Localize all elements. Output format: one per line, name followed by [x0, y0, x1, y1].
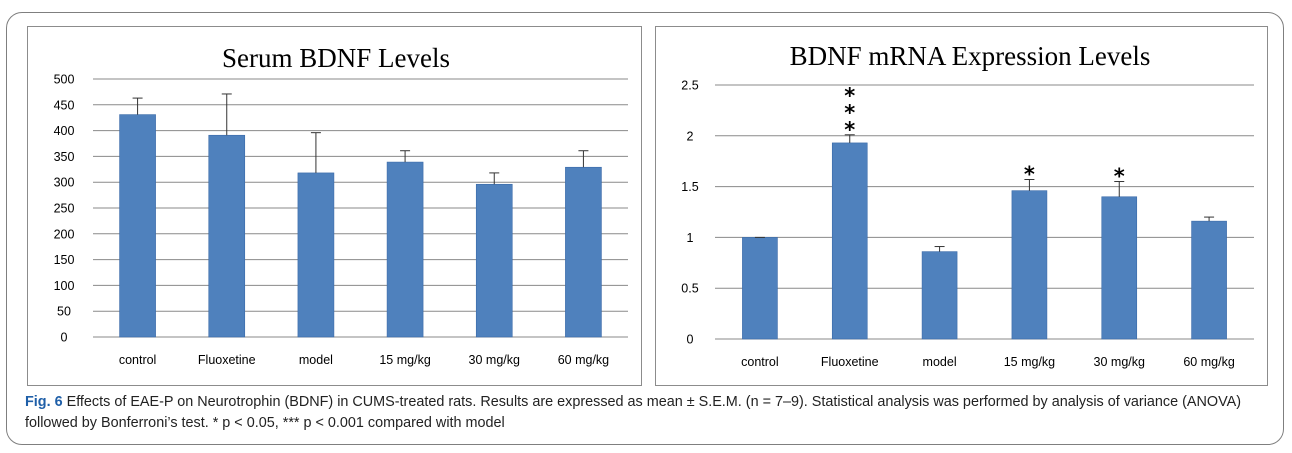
category-label: control	[741, 355, 779, 369]
significance-star: *	[844, 84, 855, 108]
category-label: 15 mg/kg	[379, 353, 430, 367]
bar	[565, 166, 602, 338]
category-label: 30 mg/kg	[1094, 355, 1145, 369]
category-label: 60 mg/kg	[558, 353, 609, 367]
bar	[386, 161, 424, 338]
y-tick-label: 500	[54, 73, 75, 87]
y-tick-label: 150	[54, 253, 75, 267]
y-tick-label: 1	[687, 231, 694, 245]
significance-star: *	[1024, 162, 1035, 186]
figure-frame	[6, 12, 1284, 445]
y-tick-label: 300	[54, 176, 75, 190]
mrna-expression-chart: BDNF mRNA Expression Levels 0 0.5 1 1.5 2 2.5 c…	[681, 41, 1254, 369]
y-tick-label: 50	[57, 305, 71, 319]
y-tick-label: 350	[54, 150, 75, 164]
category-label: model	[923, 355, 957, 369]
category-label: 15 mg/kg	[1004, 355, 1055, 369]
bar	[742, 237, 778, 340]
bar	[297, 172, 335, 338]
bar	[208, 134, 246, 338]
bar	[475, 183, 513, 338]
figure-label: Fig. 6	[25, 394, 63, 410]
y-tick-label: 0.5	[681, 282, 698, 296]
bar	[119, 114, 156, 338]
caption-text: Effects of EAE-P on Neurotrophin (BDNF) …	[25, 394, 1241, 431]
bar	[1101, 196, 1138, 340]
y-tick-label: 100	[54, 279, 75, 293]
y-tick-label: 0	[61, 331, 68, 345]
y-tick-label: 200	[54, 227, 75, 241]
y-tick-label: 2	[687, 129, 694, 143]
category-label: Fluoxetine	[198, 353, 256, 367]
y-tick-label: 400	[54, 124, 75, 138]
serum-bdnf-chart: Serum BDNF Levels 0 50 100 150 200 250 300 350 40…	[54, 43, 628, 367]
y-tick-label: 1.5	[681, 180, 698, 194]
figure-caption: Fig. 6 Effects of EAE-P on Neurotrophin …	[25, 392, 1270, 434]
y-tick-label: 250	[54, 202, 75, 216]
bar	[1191, 220, 1227, 340]
bar	[831, 142, 868, 340]
chart-title: BDNF mRNA Expression Levels	[790, 41, 1151, 71]
category-label: 60 mg/kg	[1183, 355, 1234, 369]
y-tick-label: 0	[687, 333, 694, 347]
bar	[1011, 190, 1048, 340]
chart-title: Serum BDNF Levels	[222, 43, 450, 73]
y-tick-label: 2.5	[681, 79, 698, 93]
significance-star: *	[1114, 165, 1125, 189]
mrna-expression-chart-panel: BDNF mRNA Expression Levels 0 0.5 1 1.5 2 2.5 c…	[655, 26, 1268, 386]
category-label: model	[299, 353, 333, 367]
y-tick-label: 450	[54, 98, 75, 112]
serum-bdnf-chart-panel: Serum BDNF Levels 0 50 100 150 200 250 300 350 40…	[27, 26, 642, 386]
significance-star: *	[844, 118, 855, 142]
bar	[921, 251, 958, 340]
category-label: 30 mg/kg	[469, 353, 520, 367]
category-label: control	[119, 353, 157, 367]
category-label: Fluoxetine	[821, 355, 879, 369]
significance-star: *	[844, 101, 855, 125]
